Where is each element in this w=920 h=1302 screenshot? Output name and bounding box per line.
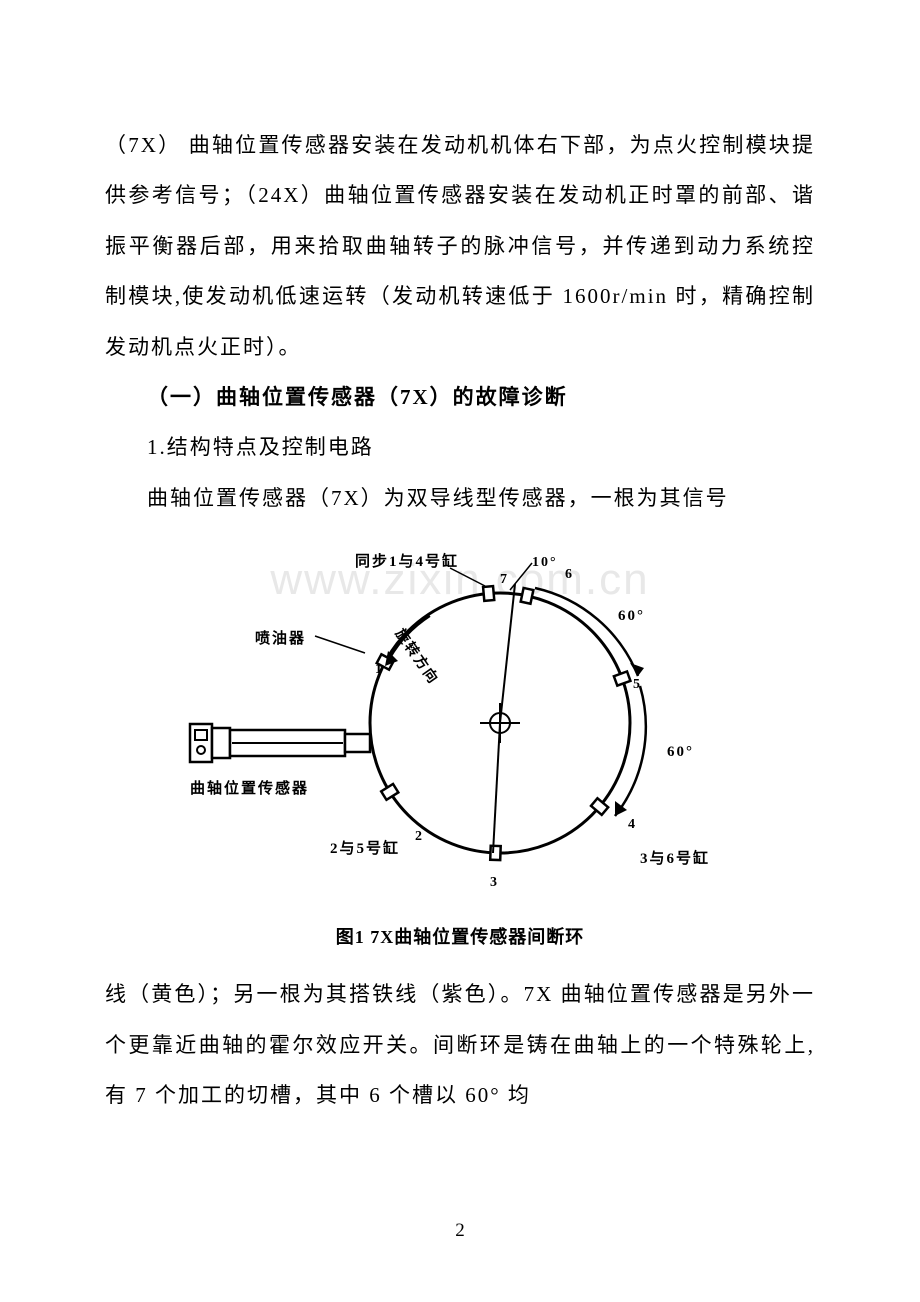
label-angle60-2: 60° bbox=[667, 744, 694, 760]
section-heading-1: （一）曲轴位置传感器（7X）的故障诊断 bbox=[105, 372, 815, 422]
paragraph-1: （7X） 曲轴位置传感器安装在发动机机体右下部，为点火控制模块提供参考信号；（2… bbox=[105, 120, 815, 372]
diagram-svg: 同步1与4号缸 喷油器 曲轴位置传感器 2与5号缸 3与6号缸 旋转方向 10°… bbox=[170, 538, 750, 908]
label-angle60-1: 60° bbox=[618, 608, 645, 624]
label-num1: 1 bbox=[375, 662, 384, 677]
label-sync14: 同步1与4号缸 bbox=[355, 552, 459, 570]
label-cyl25: 2与5号缸 bbox=[330, 839, 400, 857]
figure-1: 同步1与4号缸 喷油器 曲轴位置传感器 2与5号缸 3与6号缸 旋转方向 10°… bbox=[105, 538, 815, 959]
label-rotation: 旋转方向 bbox=[391, 625, 442, 688]
label-cyl36: 3与6号缸 bbox=[640, 849, 710, 867]
label-num2: 2 bbox=[415, 829, 424, 844]
label-num4: 4 bbox=[628, 817, 637, 832]
paragraph-2: 曲轴位置传感器（7X）为双导线型传感器，一根为其信号 bbox=[105, 473, 815, 523]
label-injector: 喷油器 bbox=[255, 629, 306, 647]
paragraph-3: 线（黄色）；另一根为其搭铁线（紫色）。7X 曲轴位置传感器是另外一个更靠近曲轴的… bbox=[105, 969, 815, 1120]
page-number: 2 bbox=[455, 1220, 465, 1242]
label-num5: 5 bbox=[633, 677, 642, 692]
label-sensor: 曲轴位置传感器 bbox=[190, 779, 309, 797]
figure-caption: 图1 7X曲轴位置传感器间断环 bbox=[336, 916, 585, 959]
sensor-device-icon bbox=[190, 724, 370, 762]
sub-item-1: 1.结构特点及控制电路 bbox=[105, 422, 815, 472]
document-content: （7X） 曲轴位置传感器安装在发动机机体右下部，为点火控制模块提供参考信号；（2… bbox=[105, 120, 815, 1120]
label-num6: 6 bbox=[565, 567, 574, 582]
label-num7: 7 bbox=[500, 572, 509, 587]
label-num3: 3 bbox=[490, 875, 499, 890]
label-angle10: 10° bbox=[532, 555, 558, 570]
